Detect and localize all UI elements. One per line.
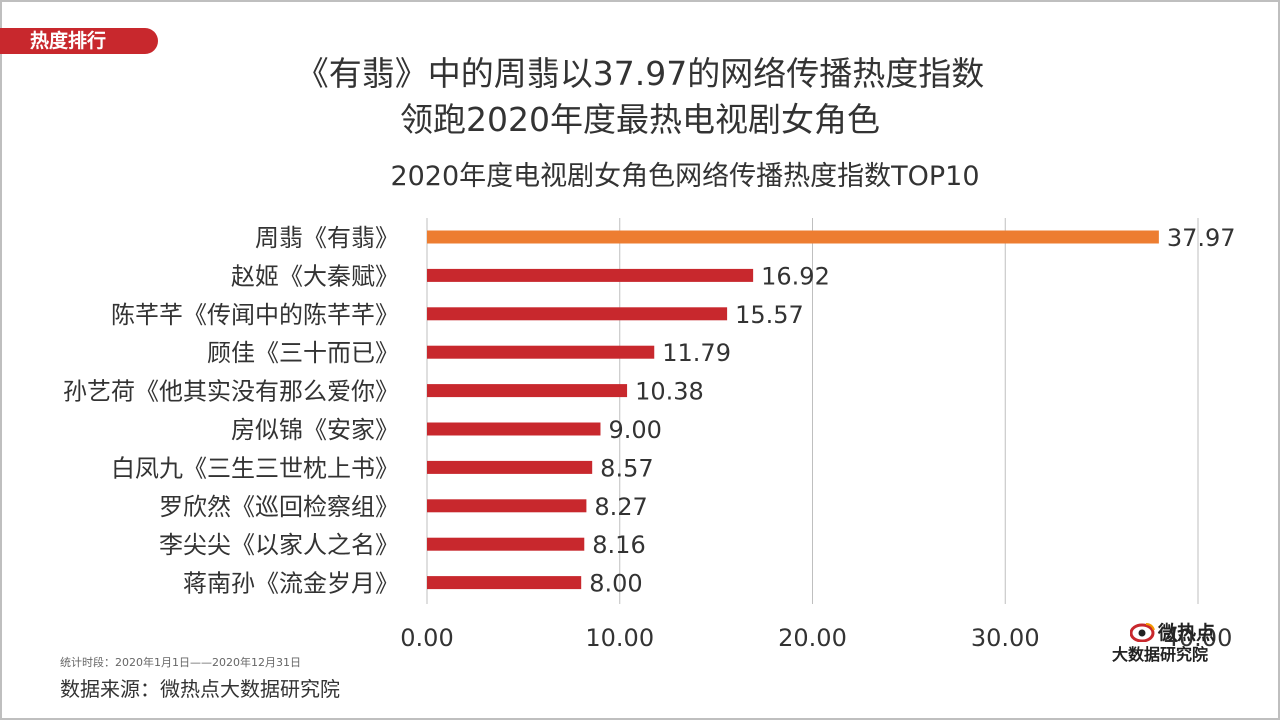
logo-subtitle: 大数据研究院 <box>1112 645 1209 664</box>
bar-1 <box>427 268 754 282</box>
bar-8 <box>427 537 585 551</box>
headline-line-1: 《有翡》中的周翡以37.97的网络传播热度指数 <box>295 54 985 93</box>
bar-9 <box>427 576 582 590</box>
x-tick-label: 0.00 <box>400 624 453 652</box>
bar-6 <box>427 460 593 474</box>
eye-icon <box>1130 623 1155 642</box>
value-label: 8.57 <box>600 454 653 482</box>
bar-3 <box>427 345 655 359</box>
bar-4 <box>427 384 628 398</box>
category-tag-label: 热度排行 <box>30 30 107 52</box>
category-label: 白凤九《三生三世枕上书》 <box>111 454 399 482</box>
statistics-period: 统计时段：2020年1月1日——2020年12月31日 <box>60 656 301 669</box>
x-tick-label: 10.00 <box>585 624 654 652</box>
value-label: 37.97 <box>1167 224 1236 252</box>
x-tick-label: 30.00 <box>971 624 1040 652</box>
value-label: 11.79 <box>662 339 731 367</box>
category-label: 房似锦《安家》 <box>231 416 399 444</box>
data-source: 数据来源：微热点大数据研究院 <box>60 677 340 701</box>
bar-7 <box>427 499 587 513</box>
bar-0 <box>427 230 1159 244</box>
value-label: 8.00 <box>589 570 642 598</box>
chart-labels: 0.00 10.00 20.00 30.00 40.00 周翡《有翡》 37.97 赵姬《大秦… <box>63 224 1236 652</box>
bar-2 <box>427 307 728 321</box>
bar-5 <box>427 422 601 436</box>
category-label: 赵姬《大秦赋》 <box>231 262 399 290</box>
category-tag: 热度排行 <box>0 28 158 54</box>
category-label: 周翡《有翡》 <box>255 224 399 252</box>
category-label: 陈芊芊《传闻中的陈芊芊》 <box>111 301 399 329</box>
x-tick-label: 40.00 <box>1164 624 1233 652</box>
headline-line-2: 领跑2020年度最热电视剧女角色 <box>400 100 880 139</box>
category-label: 孙艺荷《他其实没有那么爱你》 <box>63 378 399 406</box>
category-label: 罗欣然《巡回检察组》 <box>159 493 399 521</box>
value-label: 8.16 <box>592 531 645 559</box>
chart-gridlines <box>426 218 1199 604</box>
category-label: 顾佳《三十而已》 <box>207 339 399 367</box>
chart-bars <box>427 230 1159 590</box>
logo-name: 微热点 <box>1158 622 1216 644</box>
category-label: 李尖尖《以家人之名》 <box>159 531 399 559</box>
value-label: 8.27 <box>594 493 647 521</box>
category-label: 蒋南孙《流金岁月》 <box>183 570 399 598</box>
value-label: 9.00 <box>608 416 661 444</box>
value-label: 16.92 <box>761 262 830 290</box>
x-tick-label: 20.00 <box>778 624 847 652</box>
publisher-logo: 微热点 大数据研究院 <box>1112 620 1242 670</box>
value-label: 10.38 <box>635 378 704 406</box>
chart-title: 2020年度电视剧女角色网络传播热度指数TOP10 <box>390 161 980 192</box>
value-label: 15.57 <box>735 301 804 329</box>
